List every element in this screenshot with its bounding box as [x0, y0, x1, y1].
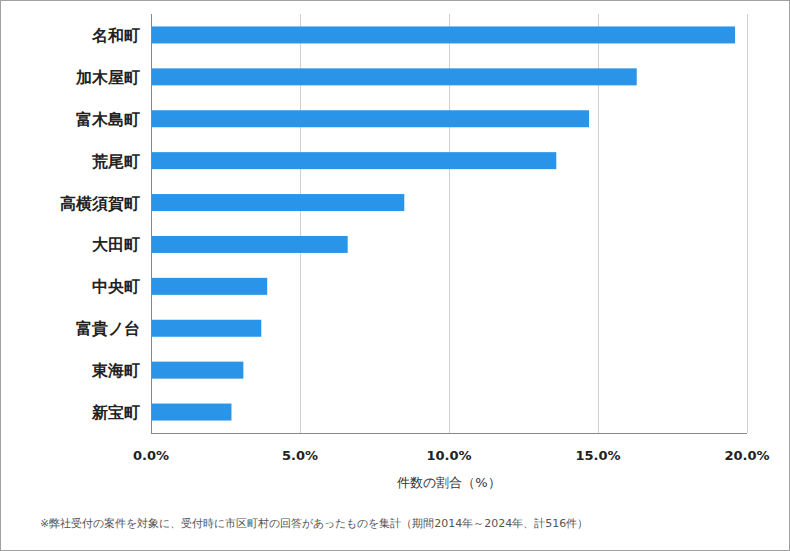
frame — [1, 1, 790, 551]
bar — [151, 68, 637, 85]
bar — [151, 278, 267, 295]
tick-label: 5.0% — [282, 448, 318, 463]
category-label: 新宝町 — [91, 403, 140, 422]
bars — [151, 26, 735, 420]
bar — [151, 26, 735, 43]
bar — [151, 404, 231, 421]
category-label: 荒尾町 — [91, 152, 140, 171]
category-label: 富貴ノ台 — [76, 319, 140, 338]
bar — [151, 194, 404, 211]
category-label: 加木屋町 — [75, 68, 140, 87]
bar — [151, 320, 261, 337]
grid-line — [151, 14, 152, 433]
tick-label: 0.0% — [133, 448, 169, 463]
y-axis — [151, 14, 152, 433]
bar — [151, 110, 589, 127]
bar — [151, 362, 243, 379]
chart: 0.0% 5.0% 10.0% 15.0% 20.0% 名和町加木屋町富木島町荒尾町高横須… — [0, 0, 790, 551]
tick-label: 10.0% — [426, 448, 471, 463]
bar — [151, 152, 556, 169]
footnote: ※弊社受付の案件を対象に、受付時に市区町村の回答があったものを集計（期間2014… — [40, 517, 588, 530]
category-label: 東海町 — [91, 361, 140, 380]
tick-label: 15.0% — [575, 448, 620, 463]
category-label: 中央町 — [92, 277, 140, 296]
category-label: 大田町 — [92, 235, 140, 254]
x-axis — [151, 433, 747, 434]
grid-line — [747, 14, 748, 433]
category-label: 富木島町 — [76, 110, 140, 129]
category-label: 名和町 — [91, 26, 140, 45]
axis-label: 件数の割合（%） — [397, 475, 500, 490]
bar — [151, 236, 348, 253]
category-label: 高横須賀町 — [60, 194, 140, 213]
tick-label: 20.0% — [724, 448, 769, 463]
